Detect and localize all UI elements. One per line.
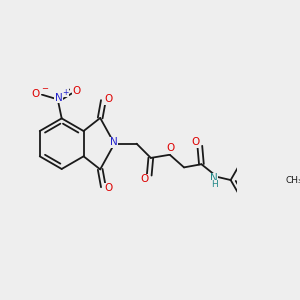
Text: O: O [192, 137, 200, 147]
Text: O: O [104, 183, 112, 194]
Text: −: − [42, 85, 49, 94]
Text: O: O [167, 143, 175, 153]
Text: O: O [140, 174, 148, 184]
Text: H: H [211, 180, 218, 189]
Text: O: O [104, 94, 112, 104]
Text: N: N [210, 173, 218, 184]
Text: O: O [32, 89, 40, 99]
Text: O: O [73, 86, 81, 96]
Text: N: N [110, 137, 118, 147]
Text: +: + [62, 88, 69, 97]
Text: N: N [55, 93, 62, 103]
Text: CH₃: CH₃ [286, 176, 300, 184]
